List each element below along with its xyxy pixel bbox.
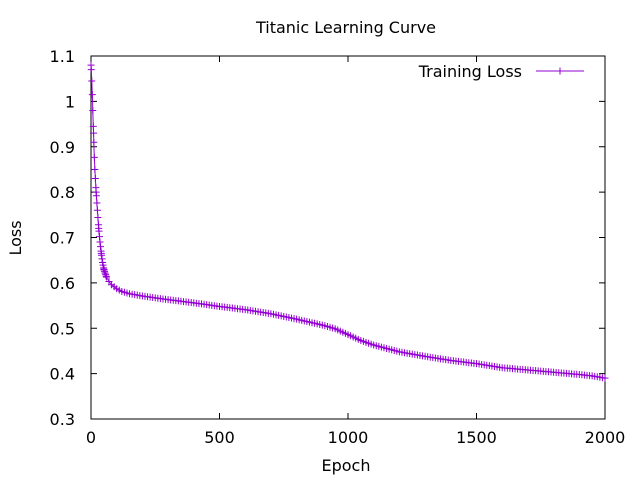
y-tick-label: 0.6 xyxy=(50,274,75,293)
y-tick-label: 0.7 xyxy=(50,229,75,248)
x-axis-label: Epoch xyxy=(322,456,371,475)
series-marker xyxy=(89,106,97,114)
y-axis-ticks: 0.3 0.4 0.5 0.6 0.7 0.8 0.9 1 1.1 xyxy=(50,47,605,429)
series-marker xyxy=(93,199,101,207)
series-marker xyxy=(88,91,96,99)
series-markers-training-loss xyxy=(87,61,609,382)
series-marker xyxy=(96,238,104,246)
y-tick-label: 1 xyxy=(65,92,75,111)
series-marker xyxy=(92,184,100,192)
series-marker xyxy=(94,214,102,222)
legend-markers xyxy=(556,67,564,75)
series-marker xyxy=(98,255,106,263)
x-tick-label: 0 xyxy=(86,428,96,447)
y-tick-label: 0.4 xyxy=(50,365,75,384)
legend-marker-training-loss xyxy=(556,67,564,75)
y-tick-label: 0.3 xyxy=(50,410,75,429)
y-tick-label: 0.8 xyxy=(50,183,75,202)
x-tick-label: 1500 xyxy=(456,428,497,447)
y-tick-label: 1.1 xyxy=(50,47,75,66)
legend: Training Loss xyxy=(418,62,584,81)
plot-frame xyxy=(90,55,606,420)
series-marker xyxy=(95,227,103,235)
series-marker xyxy=(90,129,98,137)
y-tick-label: 0.5 xyxy=(50,319,75,338)
series-marker xyxy=(91,175,99,183)
series-marker xyxy=(94,221,102,229)
series-layer xyxy=(87,61,609,382)
series-marker xyxy=(601,374,609,382)
chart-title: Titanic Learning Curve xyxy=(255,18,436,37)
y-axis-label: Loss xyxy=(6,220,25,255)
x-tick-label: 1000 xyxy=(328,428,369,447)
series-marker xyxy=(97,243,105,251)
series-marker xyxy=(91,165,99,173)
x-tick-label: 500 xyxy=(204,428,235,447)
series-marker xyxy=(97,247,105,255)
series-marker xyxy=(100,266,108,274)
series-marker xyxy=(101,268,109,276)
series-marker xyxy=(92,192,100,200)
series-marker xyxy=(101,269,109,277)
y-tick-label: 0.9 xyxy=(50,138,75,157)
series-marker xyxy=(93,206,101,214)
series-marker xyxy=(102,272,110,280)
series-marker xyxy=(90,138,98,146)
series-marker xyxy=(90,153,98,161)
series-marker xyxy=(87,66,95,74)
x-tick-label: 2000 xyxy=(585,428,626,447)
series-marker xyxy=(89,122,97,130)
x-axis-ticks: 0 500 1000 1500 2000 xyxy=(86,56,625,447)
series-marker xyxy=(98,251,106,259)
legend-label-training-loss: Training Loss xyxy=(418,62,522,81)
series-marker xyxy=(102,271,110,279)
series-marker xyxy=(95,233,103,241)
series-marker xyxy=(88,77,96,85)
